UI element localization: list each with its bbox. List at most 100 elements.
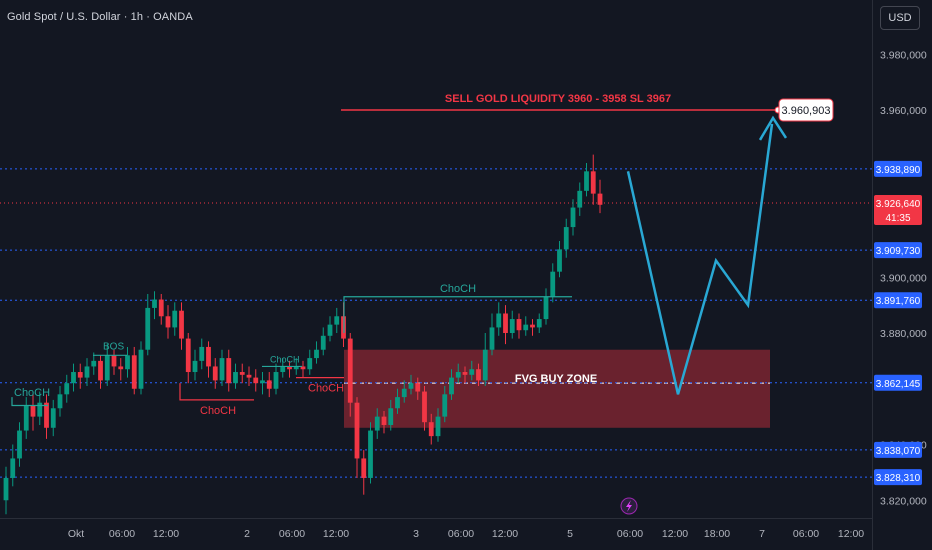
candle-body [584,171,589,191]
candles-layer [3,154,603,515]
candle [442,385,448,423]
candle [212,358,218,389]
candle-body [334,316,340,325]
candle-body [3,477,9,501]
lightning-icon-glyph [626,500,632,512]
candle-body [98,360,103,381]
candle [233,363,238,389]
candle-body [523,324,529,331]
candle [557,241,562,278]
candle-body [543,296,549,320]
lightning-icon [620,497,638,515]
candle [408,374,414,395]
candle [30,394,36,431]
price-badge-countdown: 41:35 [885,213,910,224]
candle [219,349,225,386]
candle [543,288,549,325]
candle [84,358,90,386]
candle [23,397,29,439]
candle-body [226,358,232,384]
candle-body [84,366,90,378]
candle-body [368,430,373,478]
x-tick-label: 06:00 [617,528,643,540]
candle-body [469,369,475,375]
candle-body [165,316,171,328]
y-tick-label: 3.880,000 [880,328,927,340]
candle-body [455,372,461,378]
candle [111,349,117,375]
candle-body [347,338,353,403]
candle-body [50,408,56,428]
candle [523,316,529,336]
projection-path [626,123,774,395]
candle [57,385,63,417]
candle [91,352,97,375]
price-badge-box [874,160,922,177]
target-badge: 3.960,903 [778,98,834,122]
candle [104,344,110,386]
candle [50,399,56,437]
candle-body [489,327,495,350]
candle-body [503,313,508,333]
time-axis-layer: Okt 06:00 12:00 2 06:00 12:00 3 06:00 12:00 5 06:0… [68,528,864,540]
annotations-layer: SELL GOLD LIQUIDITY 3960 - 3958 SL 3967 3… [11,93,834,515]
candle-body [23,405,29,431]
candle [131,346,137,395]
candle [98,355,103,389]
candle [172,302,178,336]
candle [496,302,502,336]
price-badge: 3.828,310 [874,469,922,486]
candle [361,450,367,495]
price-axis-layer: 3.980,000 3.960,000 3.900,000 3.880,000 3.82… [874,49,927,507]
x-tick-label: 5 [567,528,573,540]
price-badge: 3.909,730 [874,242,922,259]
candle [347,333,353,417]
candle [206,341,211,378]
candle [476,363,481,386]
candle-body [422,391,427,423]
candle [44,394,49,439]
candle [354,397,360,478]
candle [327,316,333,342]
sell-liquidity-label: SELL GOLD LIQUIDITY 3960 - 3958 SL 3967 [445,93,671,105]
price-badge: 3.926,640 41:35 [874,194,922,225]
candle [334,307,340,333]
x-tick-label: 7 [759,528,765,540]
projection-arrowhead [758,115,788,141]
candle [253,369,259,392]
price-badge: 3.862,145 [874,374,922,391]
candle-body [374,416,380,431]
candle-body [37,402,43,417]
x-tick-label: 12:00 [838,528,864,540]
candle [597,179,603,214]
candle [469,360,475,381]
candle [509,310,515,339]
candle-body [233,372,238,384]
symbol-title: Gold Spot / U.S. Dollar · 1h · OANDA [7,11,193,23]
currency-button[interactable]: USD [880,6,920,30]
x-tick-label: 06:00 [279,528,305,540]
candle [158,293,164,325]
candle [273,363,279,395]
candle [415,377,421,400]
candle [165,305,171,339]
candle-body [482,349,488,381]
candle-body [449,377,454,395]
candle-body [536,319,542,328]
candle [590,154,596,205]
candle [138,341,144,395]
candle-body [273,372,279,389]
candle [422,385,427,431]
candle-body [179,310,184,339]
candle [368,422,373,484]
x-tick-label: 12:00 [662,528,688,540]
choch-line-1 [11,397,48,407]
choch-label-1: ChoCH [14,387,50,399]
price-badge-label: 3.828,310 [876,473,921,484]
candle-body [577,190,583,208]
fvg-zone-label: FVG BUY ZONE [515,373,597,385]
candle-body [381,416,387,425]
x-tick-label: Okt [68,528,84,540]
price-badge-label: 3.862,145 [876,379,921,390]
